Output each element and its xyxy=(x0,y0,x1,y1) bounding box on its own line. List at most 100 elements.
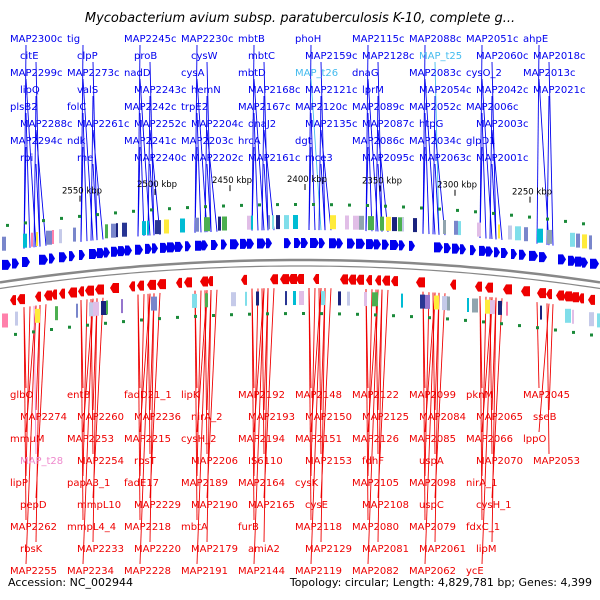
forward-gene-label[interactable]: mbtC xyxy=(248,51,275,62)
reverse-gene-label[interactable]: MAP2081 xyxy=(362,544,409,555)
forward-gene-label[interactable]: MAP2063c xyxy=(419,153,471,164)
reverse-gene-label[interactable]: entB xyxy=(67,390,90,401)
reverse-gene-label[interactable]: MAP2084 xyxy=(419,412,466,423)
forward-gene-label[interactable]: dgt xyxy=(295,136,312,147)
reverse-gene-label[interactable]: MAP2144 xyxy=(238,566,285,577)
reverse-gene-label[interactable]: MAP2105 xyxy=(352,478,399,489)
reverse-gene-label[interactable]: MAP2129 xyxy=(305,544,352,555)
forward-gene-label[interactable]: MAP2088c xyxy=(409,34,461,45)
reverse-gene-label[interactable]: lipM xyxy=(476,544,497,555)
forward-gene-label[interactable]: mbtB xyxy=(238,34,265,45)
forward-gene-label[interactable]: hemN xyxy=(191,85,221,96)
forward-gene-label[interactable]: cysW xyxy=(191,51,218,62)
forward-gene-label[interactable]: MAP2087c xyxy=(362,119,414,130)
forward-gene-label[interactable]: MAP2242c xyxy=(124,102,176,113)
forward-gene-label[interactable]: MAP2086c xyxy=(352,136,404,147)
reverse-gene-label[interactable]: MAP2062 xyxy=(409,566,456,577)
forward-gene-label[interactable]: MAP2241c xyxy=(124,136,176,147)
reverse-gene-label[interactable]: MAP2254 xyxy=(77,456,124,467)
reverse-gene-label[interactable]: MAP2192 xyxy=(238,390,285,401)
forward-gene-label[interactable]: MAP2240c xyxy=(134,153,186,164)
reverse-gene-label[interactable]: MAP2191 xyxy=(181,566,228,577)
reverse-gene-label[interactable]: amiA2 xyxy=(248,544,280,555)
forward-gene-label[interactable]: MAP2128c xyxy=(362,51,414,62)
reverse-gene-label[interactable]: MAP2085 xyxy=(409,434,456,445)
reverse-gene-label[interactable]: MAP2234 xyxy=(67,566,114,577)
reverse-gene-label[interactable]: MAP2082 xyxy=(352,566,399,577)
forward-gene-label[interactable]: MAP2006c xyxy=(466,102,518,113)
reverse-gene-label[interactable]: MAP2189 xyxy=(181,478,228,489)
reverse-gene-label[interactable]: papA3_1 xyxy=(67,478,110,489)
reverse-gene-label[interactable]: IS6110 xyxy=(248,456,283,467)
reverse-gene-label[interactable]: mmpL4_4 xyxy=(67,522,116,533)
forward-gene-label[interactable]: MAP2018c xyxy=(533,51,585,62)
reverse-gene-label[interactable]: MAP2045 xyxy=(523,390,570,401)
reverse-gene-label[interactable]: cysE xyxy=(305,500,328,511)
reverse-gene-label[interactable]: nirA_2 xyxy=(191,412,222,423)
forward-gene-label[interactable]: hrcA xyxy=(238,136,261,147)
forward-gene-label[interactable]: proB xyxy=(134,51,157,62)
reverse-gene-label[interactable]: uspA xyxy=(419,456,444,467)
reverse-gene-label[interactable]: MAP2053 xyxy=(533,456,580,467)
forward-gene-label[interactable]: htpG xyxy=(419,119,443,130)
forward-gene-label[interactable]: MAP2135c xyxy=(305,119,357,130)
reverse-gene-label[interactable]: fadE17 xyxy=(124,478,159,489)
forward-gene-label[interactable]: dnaG xyxy=(352,68,379,79)
reverse-gene-label[interactable]: MAP2165 xyxy=(248,500,295,511)
reverse-gene-label[interactable]: cysH_1 xyxy=(476,500,512,511)
forward-gene-label[interactable]: MAP2300c xyxy=(10,34,62,45)
reverse-gene-label[interactable]: MAP2126 xyxy=(352,434,399,445)
reverse-gene-label[interactable]: MAP2065 xyxy=(476,412,523,423)
reverse-gene-label[interactable]: cysK xyxy=(295,478,319,489)
forward-gene-label[interactable]: MAP2042c xyxy=(476,85,528,96)
reverse-gene-label[interactable]: nirA_1 xyxy=(466,478,497,489)
reverse-gene-label[interactable]: MAP2125 xyxy=(362,412,409,423)
forward-gene-label[interactable]: MAP2203c xyxy=(181,136,233,147)
forward-gene-label[interactable]: citE xyxy=(20,51,39,62)
forward-gene-label[interactable]: MAP2051c xyxy=(466,34,518,45)
forward-gene-label[interactable]: lipQ xyxy=(20,85,40,96)
reverse-gene-label[interactable]: MAP2164 xyxy=(238,478,285,489)
reverse-gene-label[interactable]: MAP2262 xyxy=(10,522,57,533)
forward-gene-label[interactable]: MAP2003c xyxy=(476,119,528,130)
reverse-gene-label[interactable]: MAP2151 xyxy=(295,434,342,445)
reverse-gene-label[interactable]: MAP2122 xyxy=(352,390,399,401)
forward-gene-label[interactable]: MAP2161c xyxy=(248,153,300,164)
forward-gene-label[interactable]: cysA xyxy=(181,68,205,79)
forward-gene-label[interactable]: MAP2060c xyxy=(476,51,528,62)
reverse-gene-label[interactable]: MAP2233 xyxy=(77,544,124,555)
forward-gene-label[interactable]: MAP2294c xyxy=(10,136,62,147)
reverse-gene-label[interactable]: mbtA xyxy=(181,522,208,533)
forward-gene-label[interactable]: MAP2252c xyxy=(134,119,186,130)
forward-gene-label[interactable]: MAP2034c xyxy=(409,136,461,147)
reverse-gene-label[interactable]: MAP_t28 xyxy=(20,456,63,467)
forward-gene-label[interactable]: MAP2273c xyxy=(67,68,119,79)
reverse-gene-label[interactable]: MAP2080 xyxy=(352,522,399,533)
reverse-gene-label[interactable]: rpsT xyxy=(134,456,157,467)
forward-gene-label[interactable]: MAP2167c xyxy=(238,102,290,113)
reverse-gene-label[interactable]: MAP2260 xyxy=(77,412,124,423)
forward-gene-label[interactable]: MAP2299c xyxy=(10,68,62,79)
forward-gene-label[interactable]: MAP2245c xyxy=(124,34,176,45)
reverse-gene-label[interactable]: MAP2179 xyxy=(191,544,238,555)
forward-gene-label[interactable]: ndk xyxy=(67,136,86,147)
reverse-gene-label[interactable]: fadD21_1 xyxy=(124,390,172,401)
forward-gene-label[interactable]: plsB2 xyxy=(10,102,38,113)
forward-gene-label[interactable]: MAP2159c xyxy=(305,51,357,62)
reverse-gene-label[interactable]: mmuM xyxy=(10,434,44,445)
reverse-gene-label[interactable]: MAP2190 xyxy=(191,500,238,511)
reverse-gene-label[interactable]: MAP2220 xyxy=(134,544,181,555)
reverse-gene-label[interactable]: MAP2206 xyxy=(191,456,238,467)
forward-gene-label[interactable]: MAP2021c xyxy=(533,85,585,96)
forward-gene-label[interactable]: MAP2261c xyxy=(77,119,129,130)
reverse-gene-label[interactable]: MAP2253 xyxy=(67,434,114,445)
reverse-gene-label[interactable]: MAP2108 xyxy=(362,500,409,511)
forward-gene-label[interactable]: phoH xyxy=(295,34,321,45)
forward-gene-label[interactable]: glpD1 xyxy=(466,136,496,147)
forward-gene-label[interactable]: MAP2243c xyxy=(134,85,186,96)
reverse-gene-label[interactable]: furB xyxy=(238,522,259,533)
forward-gene-label[interactable]: rpi xyxy=(20,153,33,164)
reverse-gene-label[interactable]: MAP2079 xyxy=(409,522,456,533)
reverse-gene-label[interactable]: MAP2119 xyxy=(295,566,342,577)
forward-gene-label[interactable]: rne xyxy=(77,153,93,164)
